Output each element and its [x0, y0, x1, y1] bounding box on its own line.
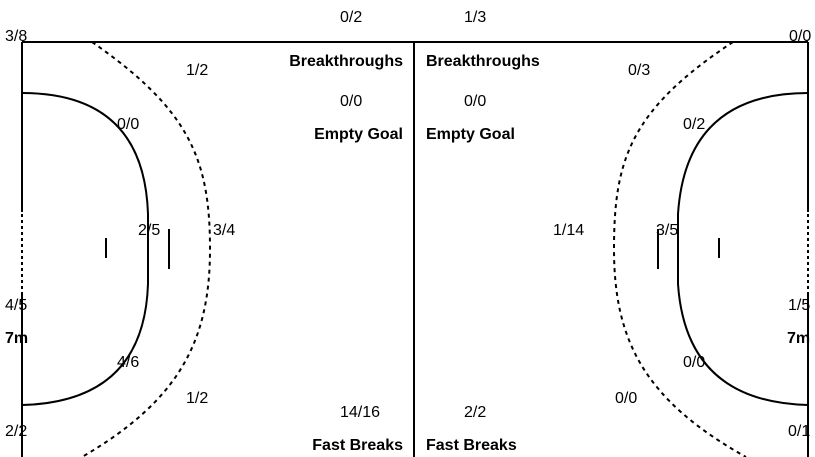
left-center-back-top-stat: 0/2	[340, 9, 363, 26]
right-6m-line	[677, 92, 809, 406]
left-corner-bottom-stat: 2/2	[5, 423, 28, 440]
right-empty-goal-label: Empty Goal	[426, 126, 515, 143]
left-breakthroughs-value: 0/0	[340, 93, 363, 110]
right-six-top-stat: 0/2	[683, 116, 706, 133]
left-9m-line	[81, 41, 212, 457]
right-wing-top-9m-stat: 0/3	[628, 62, 651, 79]
left-nine-center-stat: 3/4	[213, 222, 236, 239]
left-7m-label: 7m	[5, 330, 29, 347]
left-breakthroughs-label: Breakthroughs	[289, 53, 403, 70]
right-breakthroughs-value: 0/0	[464, 93, 487, 110]
left-six-center-stat: 2/5	[138, 222, 161, 239]
right-fast-breaks-label: Fast Breaks	[426, 437, 517, 454]
left-7m-value: 4/5	[5, 297, 28, 314]
right-7m-label: 7m	[787, 330, 811, 347]
left-six-bottom-stat: 4/6	[117, 354, 140, 371]
right-corner-top-stat: 0/0	[789, 28, 812, 45]
left-wing-top-9m-stat: 1/2	[186, 62, 209, 79]
right-six-bottom-stat: 0/0	[683, 354, 706, 371]
left-wing-bottom-9m-stat: 1/2	[186, 390, 209, 407]
right-7m-value: 1/5	[788, 297, 811, 314]
left-6m-line	[21, 92, 149, 406]
right-six-center-stat: 3/5	[656, 222, 679, 239]
right-center-back-top-stat: 1/3	[464, 9, 487, 26]
left-fast-breaks-label: Fast Breaks	[312, 437, 403, 454]
left-fast-breaks-value: 14/16	[340, 404, 381, 421]
right-nine-center-stat: 1/14	[553, 222, 585, 239]
left-empty-goal-label: Empty Goal	[314, 126, 403, 143]
right-wing-bottom-9m-stat: 0/0	[615, 390, 638, 407]
right-fast-breaks-value: 2/2	[464, 404, 487, 421]
right-breakthroughs-label: Breakthroughs	[426, 53, 540, 70]
left-six-top-stat: 0/0	[117, 116, 140, 133]
left-corner-top-stat: 3/8	[5, 28, 28, 45]
right-corner-bottom-stat: 0/1	[788, 423, 811, 440]
